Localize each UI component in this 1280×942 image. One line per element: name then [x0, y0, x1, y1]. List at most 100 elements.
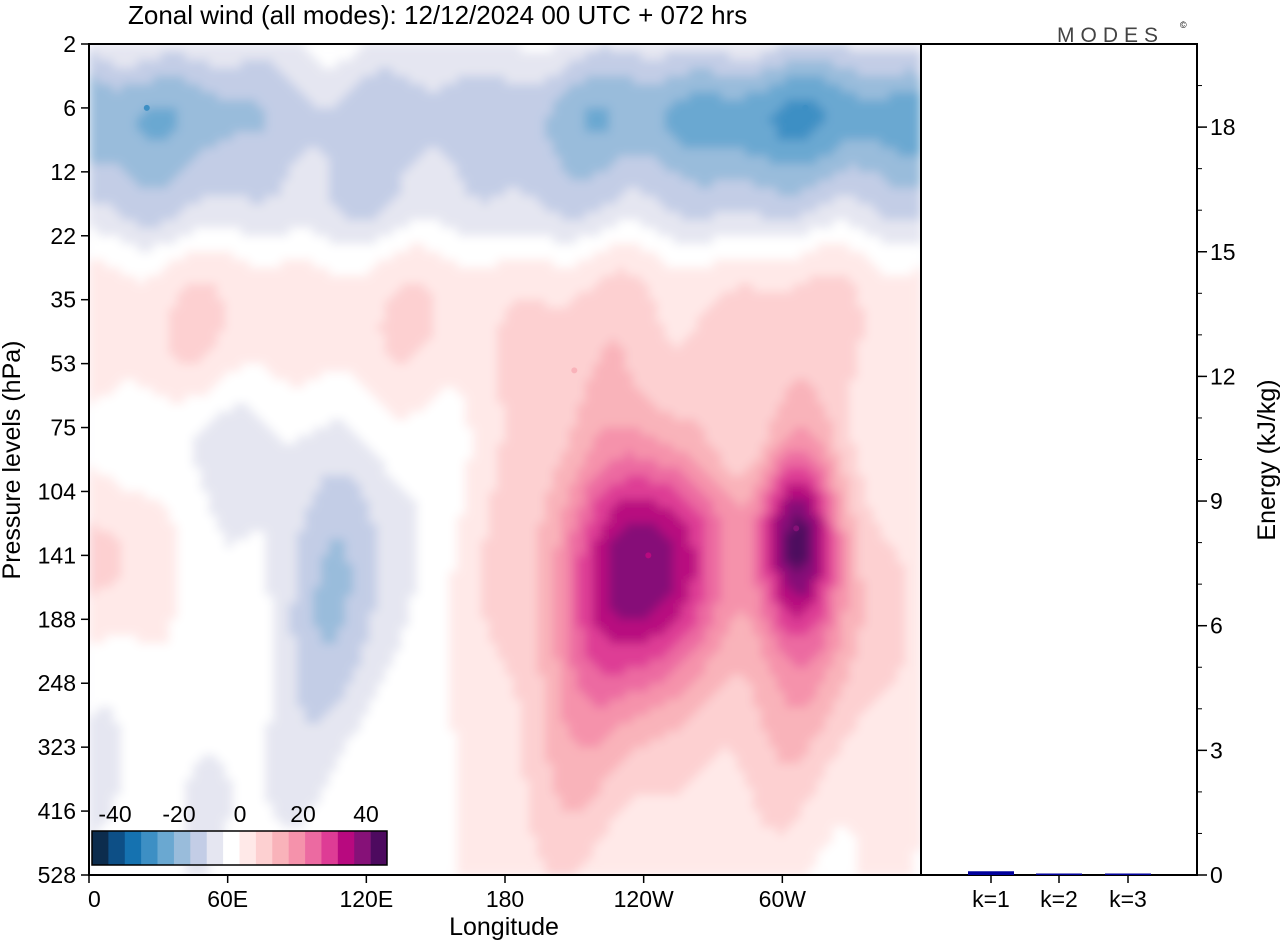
heatmap-cell	[225, 123, 234, 133]
heatmap-cell	[529, 139, 538, 149]
heatmap-cell	[689, 379, 698, 389]
heatmap-cell	[857, 211, 866, 221]
heatmap-cell	[257, 251, 266, 261]
heatmap-cell	[729, 315, 738, 325]
heatmap-cell	[241, 267, 250, 277]
heatmap-cell	[753, 419, 762, 429]
heatmap-cell	[601, 123, 610, 133]
heatmap-cell	[545, 147, 554, 157]
heatmap-cell	[321, 387, 330, 397]
heatmap-cell	[401, 131, 410, 141]
heatmap-cell	[825, 59, 834, 69]
heatmap-cell	[761, 59, 770, 69]
heatmap-cell	[505, 131, 514, 141]
heatmap-cell	[857, 283, 866, 293]
heatmap-cell	[705, 91, 714, 101]
heatmap-cell	[537, 235, 546, 245]
heatmap-cell	[153, 147, 162, 157]
heatmap-cell	[729, 347, 738, 357]
heatmap-cell	[161, 227, 170, 237]
heatmap-cell	[425, 75, 434, 85]
heatmap-cell	[337, 371, 346, 381]
heatmap-cell	[513, 283, 522, 293]
heatmap-cell	[121, 283, 130, 293]
heatmap-cell	[273, 339, 282, 349]
heatmap-cell	[281, 51, 290, 61]
heatmap-cell	[145, 211, 154, 221]
heatmap-cell	[505, 243, 514, 253]
heatmap-cell	[353, 323, 362, 333]
heatmap-cell	[353, 387, 362, 397]
heatmap-cell	[313, 267, 322, 277]
heatmap-cell	[561, 419, 570, 429]
heatmap-cell	[665, 267, 674, 277]
heatmap-cell	[425, 171, 434, 181]
heatmap-cell	[665, 251, 674, 261]
heatmap-cell	[217, 115, 226, 125]
heatmap-cell	[585, 235, 594, 245]
heatmap-cell	[449, 387, 458, 397]
heatmap-cell	[793, 411, 802, 421]
heatmap-cell	[905, 259, 914, 269]
heatmap-cell	[689, 211, 698, 221]
heatmap-cell	[665, 307, 674, 317]
heatmap-cell	[641, 139, 650, 149]
heatmap-cell	[369, 99, 378, 109]
heatmap-cell	[409, 411, 418, 421]
heatmap-cell	[841, 323, 850, 333]
heatmap-cell	[209, 331, 218, 341]
heatmap-cell	[209, 107, 218, 117]
heatmap-cell	[153, 67, 162, 77]
heatmap-cell	[145, 235, 154, 245]
heatmap-cell	[841, 403, 850, 413]
heatmap-cell	[113, 99, 122, 109]
heatmap-cell	[737, 291, 746, 301]
heatmap-cell	[385, 403, 394, 413]
heatmap-cell	[785, 419, 794, 429]
heatmap-cell	[497, 355, 506, 365]
heatmap-cell	[153, 299, 162, 309]
heatmap-cell	[625, 123, 634, 133]
heatmap-cell	[825, 235, 834, 245]
heatmap-cell	[193, 307, 202, 317]
heatmap-cell	[601, 235, 610, 245]
heatmap-cell	[169, 179, 178, 189]
heatmap-cell	[201, 315, 210, 325]
heatmap-cell	[145, 251, 154, 261]
heatmap-cell	[721, 379, 730, 389]
heatmap-cell	[201, 243, 210, 253]
heatmap-cell	[241, 83, 250, 93]
heatmap-cell	[881, 163, 890, 173]
heatmap-cell	[825, 395, 834, 405]
heatmap-cell	[617, 291, 626, 301]
heatmap-cell	[713, 147, 722, 157]
heatmap-cell	[593, 387, 602, 397]
heatmap-cell	[753, 339, 762, 349]
heatmap-cell	[257, 203, 266, 213]
heatmap-cell	[289, 91, 298, 101]
heatmap-cell	[625, 155, 634, 165]
heatmap-cell	[393, 299, 402, 309]
heatmap-cell	[121, 315, 130, 325]
heatmap-cell	[201, 387, 210, 397]
heatmap-cell	[825, 203, 834, 213]
heatmap-cell	[289, 251, 298, 261]
heatmap-cell	[641, 363, 650, 373]
heatmap-cell	[385, 67, 394, 77]
heatmap-cell	[377, 211, 386, 221]
heatmap-cell	[385, 187, 394, 197]
heatmap-cell	[593, 307, 602, 317]
heatmap-cell	[777, 387, 786, 397]
heatmap-cell	[609, 67, 618, 77]
heatmap-cell	[505, 403, 514, 413]
heatmap-cell	[441, 291, 450, 301]
heatmap-cell	[209, 419, 218, 429]
heatmap-cell	[369, 299, 378, 309]
heatmap-cell	[857, 419, 866, 429]
heatmap-cell	[417, 59, 426, 69]
heatmap-cell	[905, 44, 914, 53]
heatmap-cell	[585, 179, 594, 189]
heatmap-cell	[465, 371, 474, 381]
heatmap-cell	[193, 363, 202, 373]
heatmap-cell	[809, 67, 818, 77]
